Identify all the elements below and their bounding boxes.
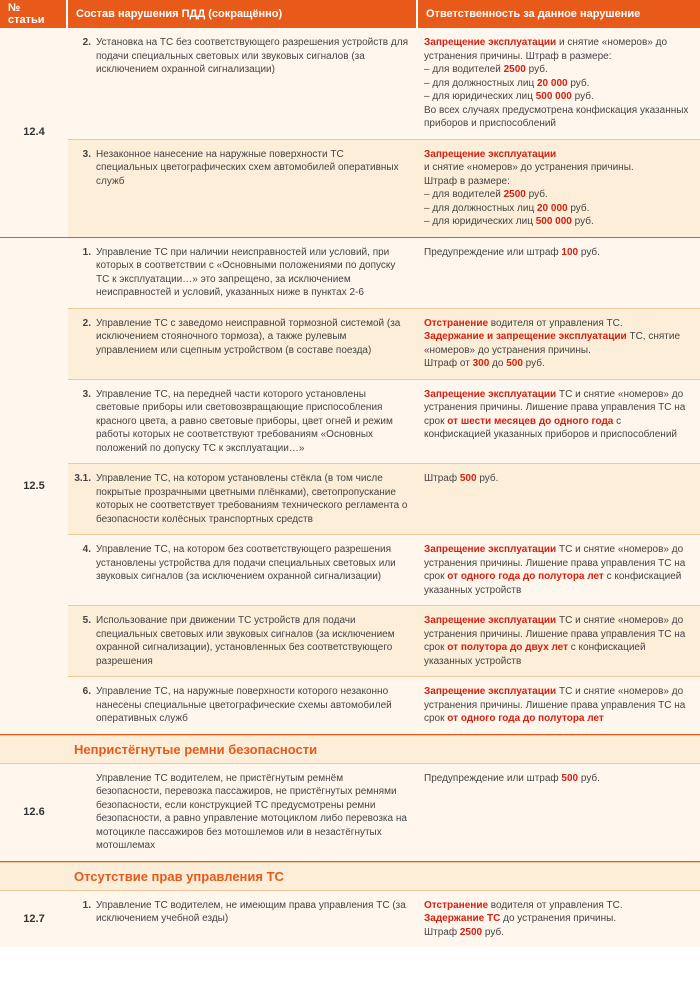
responsibility-cell: Запрещение эксплуатации ТС и снятие «ном…: [418, 543, 700, 597]
header-violation: Состав нарушения ПДД (сокращённо): [68, 0, 418, 28]
header-article: № статьи: [0, 0, 68, 28]
article-12-7: 12.7 1. Управление ТС водителем, не имею…: [0, 891, 700, 948]
responsibility-cell: Отстранение водителя от управления ТС.За…: [418, 317, 700, 371]
violation-text: Использование при движении ТС устройств …: [96, 614, 408, 668]
responsibility-cell: Предупреждение или штраф 100 руб.: [418, 246, 700, 300]
violation-cell: 5.Использование при движении ТС устройст…: [68, 614, 418, 668]
article-number: 12.7: [0, 891, 68, 948]
violation-text: Установка на ТС без соответствующего раз…: [96, 36, 408, 131]
table-row: 2.Управление ТС с заведомо неисправной т…: [68, 309, 700, 380]
section-seatbelts: Непристёгнутые ремни безопасности: [0, 735, 700, 764]
row-number: 1.: [74, 246, 96, 300]
row-number: 1.: [74, 899, 96, 940]
responsibility-cell: Запрещение эксплуатации ТС и снятие «ном…: [418, 614, 700, 668]
article-number: 12.5: [0, 238, 68, 734]
responsibility-cell: Запрещение эксплуатации ТС и снятие «ном…: [418, 685, 700, 726]
article-block: 12.42.Установка на ТС без соответствующе…: [0, 28, 700, 238]
row-number: 3.: [74, 388, 96, 456]
violation-cell: 2.Установка на ТС без соответствующего р…: [68, 36, 418, 131]
article-block: 12.51.Управление ТС при наличии неисправ…: [0, 238, 700, 735]
row-number: 6.: [74, 685, 96, 726]
articles-container: 12.42.Установка на ТС без соответствующе…: [0, 28, 700, 735]
violation-cell: 3.Управление ТС, на передней части котор…: [68, 388, 418, 456]
article-number: 12.4: [0, 28, 68, 237]
table-row: Управление ТС водителем, не пристёгнутым…: [68, 764, 700, 861]
violation-cell: 4.Управление ТС, на котором без соответс…: [68, 543, 418, 597]
table-row: 2.Установка на ТС без соответствующего р…: [68, 28, 700, 140]
table-row: 4.Управление ТС, на котором без соответс…: [68, 535, 700, 606]
row-number: 2.: [74, 36, 96, 131]
violation-text: Управление ТС, на котором без соответств…: [96, 543, 408, 597]
violation-cell: Управление ТС водителем, не пристёгнутым…: [68, 772, 418, 853]
article-number: 12.6: [0, 764, 68, 861]
table-row: 3.1.Управление ТС, на котором установлен…: [68, 464, 700, 535]
table-row: 3.Незаконное нанесение на наружные повер…: [68, 140, 700, 237]
violation-text: Управление ТС, на передней части которог…: [96, 388, 408, 456]
violation-cell: 3.Незаконное нанесение на наружные повер…: [68, 148, 418, 229]
violation-text: Управление ТС при наличии неисправностей…: [96, 246, 408, 300]
section-no-license: Отсутствие прав управления ТС: [0, 862, 700, 891]
violation-cell: 3.1.Управление ТС, на котором установлен…: [68, 472, 418, 526]
row-number: 3.1.: [74, 472, 96, 526]
violation-cell: 1.Управление ТС при наличии неисправност…: [68, 246, 418, 300]
violation-cell: 2.Управление ТС с заведомо неисправной т…: [68, 317, 418, 371]
violation-text: Управление ТС, на котором установлены ст…: [96, 472, 408, 526]
responsibility-cell: Запрещение эксплуатациии снятие «номеров…: [418, 148, 700, 229]
responsibility-cell: Запрещение эксплуатации ТС и снятие «ном…: [418, 388, 700, 456]
violation-text: Управление ТС с заведомо неисправной тор…: [96, 317, 408, 371]
responsibility-cell: Запрещение эксплуатации и снятие «номеро…: [418, 36, 700, 131]
responsibility-cell: Отстранение водителя от управления ТС.За…: [418, 899, 700, 940]
violation-text: Незаконное нанесение на наружные поверхн…: [96, 148, 408, 229]
table-row: 6.Управление ТС, на наружные поверхности…: [68, 677, 700, 734]
responsibility-cell: Штраф 500 руб.: [418, 472, 700, 526]
table-row: 3.Управление ТС, на передней части котор…: [68, 380, 700, 465]
table-row: 1.Управление ТС при наличии неисправност…: [68, 238, 700, 309]
row-number: 3.: [74, 148, 96, 229]
violation-text: Управление ТС водителем, не имеющим прав…: [96, 899, 408, 940]
violation-text: Управление ТС водителем, не пристёгнутым…: [96, 772, 408, 853]
violation-text: Управление ТС, на наружные поверхности к…: [96, 685, 408, 726]
row-number: 4.: [74, 543, 96, 597]
row-number: 5.: [74, 614, 96, 668]
violation-cell: 1. Управление ТС водителем, не имеющим п…: [68, 899, 418, 940]
table-row: 1. Управление ТС водителем, не имеющим п…: [68, 891, 700, 948]
violation-cell: 6.Управление ТС, на наружные поверхности…: [68, 685, 418, 726]
responsibility-cell: Предупреждение или штраф 500 руб.: [418, 772, 700, 853]
table-header: № статьи Состав нарушения ПДД (сокращённ…: [0, 0, 700, 28]
header-responsibility: Ответственность за данное нарушение: [418, 0, 700, 28]
table-row: 5.Использование при движении ТС устройст…: [68, 606, 700, 677]
row-number: 2.: [74, 317, 96, 371]
article-12-6: 12.6 Управление ТС водителем, не пристёг…: [0, 764, 700, 862]
